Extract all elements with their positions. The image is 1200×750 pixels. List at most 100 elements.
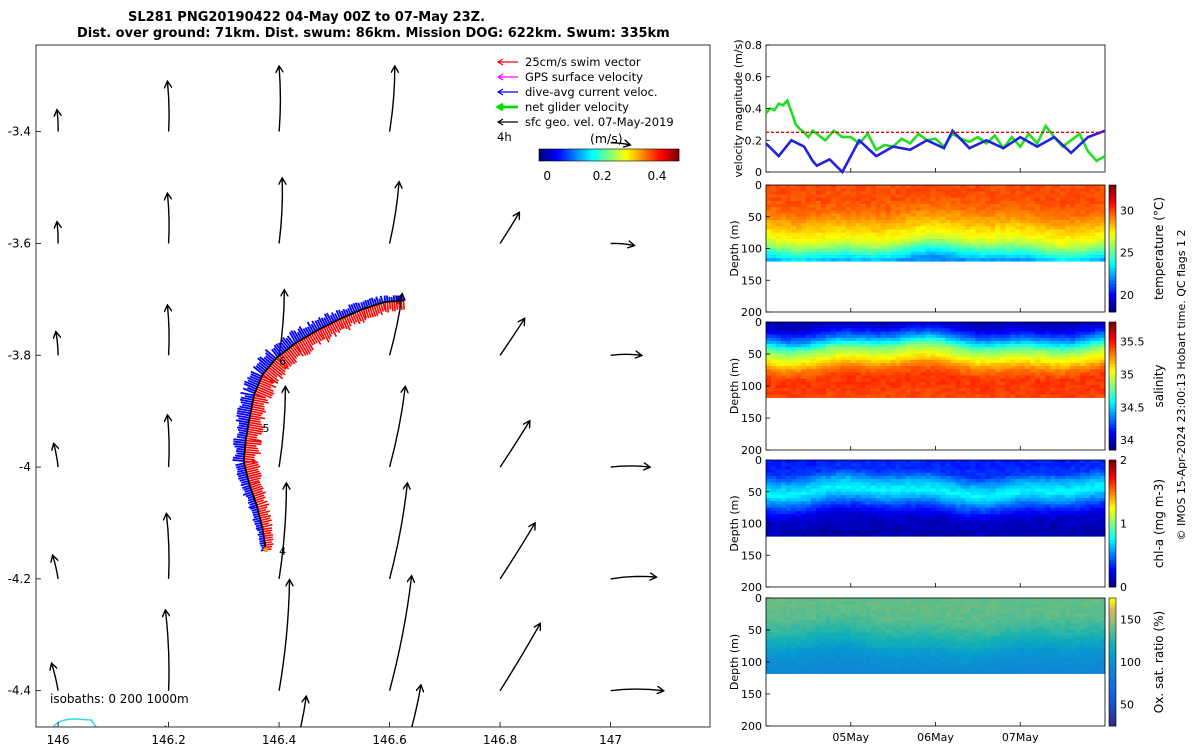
section-colorbar-cell-1-2 [1109, 440, 1116, 444]
section-cell-0-26-15 [895, 232, 902, 237]
section-cell-1-56-3 [1045, 331, 1051, 335]
section-cell-1-44-2 [985, 328, 991, 332]
section-cell-1-41-7 [970, 344, 976, 348]
section-cell-1-58-10 [1055, 353, 1061, 358]
section-cell-0-11-17 [820, 238, 827, 243]
section-cell-0-13-18 [830, 242, 837, 246]
section-cell-2-41-23 [970, 533, 976, 537]
section-cell-0-65-5 [1090, 200, 1096, 205]
section-cell-2-13-20 [830, 523, 837, 528]
swim-vector-50 [245, 437, 262, 442]
section-cell-2-10-20 [815, 523, 822, 528]
section-cell-1-67-9 [1100, 350, 1106, 354]
section-cell-2-39-14 [960, 504, 966, 509]
section-cell-2-29-4 [910, 472, 916, 477]
section-cell-2-3-15 [780, 507, 787, 512]
section-cell-1-27-14 [900, 366, 906, 370]
section-cell-0-39-21 [960, 251, 966, 256]
section-cell-1-50-22 [1015, 391, 1021, 395]
section-cell-0-46-15 [995, 232, 1001, 237]
section-cell-0-2-21 [775, 251, 782, 256]
section-cell-0-29-1 [910, 188, 916, 192]
section-cell-1-57-18 [1050, 378, 1056, 383]
swim-vector-32 [247, 474, 262, 480]
section-cell-0-38-6 [955, 204, 961, 208]
section-colorbar-cell-1-20 [1109, 382, 1116, 387]
section-cell-1-52-3 [1025, 331, 1031, 335]
section-cell-1-35-1 [940, 325, 946, 329]
section-cell-1-61-10 [1070, 353, 1076, 358]
section-cell-2-4-7 [785, 482, 792, 486]
section-cell-0-11-8 [820, 210, 827, 214]
section-cell-0-52-3 [1025, 194, 1031, 199]
section-cell-0-14-22 [835, 254, 842, 259]
section-cell-2-46-14 [995, 504, 1001, 509]
section-colorbar-cell-1-0 [1109, 446, 1116, 451]
section-cell-1-19-17 [860, 375, 867, 380]
current-vector-84 [259, 356, 271, 367]
section-cell-1-66-6 [1095, 340, 1101, 345]
section-cell-1-41-5 [970, 337, 976, 342]
colorbar-cell-58 [655, 149, 658, 161]
section-cell-1-43-20 [980, 384, 986, 389]
section-cell-0-8-6 [805, 204, 812, 208]
section-cell-0-34-11 [935, 219, 941, 224]
section-cell-1-5-22 [790, 391, 797, 395]
section-cell-1-58-7 [1055, 344, 1061, 348]
section-cell-0-46-19 [995, 245, 1001, 249]
section-cell-1-64-16 [1085, 372, 1091, 376]
geo-vector-27 [499, 524, 534, 580]
section-cell-2-24-14 [885, 504, 892, 509]
section-cell-2-36-13 [945, 501, 951, 505]
section-cell-2-28-2 [905, 466, 911, 470]
section-cell-0-36-11 [945, 219, 951, 224]
section-cell-1-48-8 [1005, 347, 1011, 351]
section-cell-2-7-18 [800, 517, 807, 521]
section-cell-2-13-14 [830, 504, 837, 509]
section-cell-2-41-10 [970, 491, 976, 496]
section-cell-2-27-20 [900, 523, 906, 528]
section-cell-0-35-7 [940, 207, 946, 211]
section-cell-1-47-11 [1000, 356, 1006, 361]
section-cell-1-57-17 [1050, 375, 1056, 380]
section-cell-1-26-20 [895, 384, 902, 389]
section-cell-2-11-23 [820, 533, 827, 537]
section-cell-1-48-10 [1005, 353, 1011, 358]
section-cell-0-62-4 [1075, 197, 1081, 202]
section-cell-2-45-2 [990, 466, 996, 470]
section-cell-1-59-0 [1060, 322, 1066, 326]
section-cell-2-20-18 [865, 517, 872, 521]
section-cell-0-13-1 [830, 188, 837, 192]
section-cell-0-39-0 [960, 185, 966, 189]
section-cell-0-10-6 [815, 204, 822, 208]
section-cell-0-1-3 [770, 194, 777, 199]
section-cell-0-26-11 [895, 219, 902, 224]
section-cell-0-62-5 [1075, 200, 1081, 205]
section-cell-1-33-0 [930, 322, 936, 326]
section-cell-0-63-17 [1080, 238, 1086, 243]
section-cell-0-18-7 [855, 207, 862, 211]
section-cell-0-15-1 [840, 188, 847, 192]
section-cell-1-54-4 [1035, 334, 1041, 339]
section-cell-2-18-15 [855, 507, 862, 512]
section-cell-1-41-16 [970, 372, 976, 376]
section-cell-0-10-2 [815, 191, 822, 195]
section-cell-1-53-17 [1030, 375, 1036, 380]
section-cell-0-26-8 [895, 210, 902, 214]
section-cell-1-47-10 [1000, 353, 1006, 358]
section-cell-1-21-12 [870, 359, 877, 364]
current-vector-50 [236, 435, 247, 440]
section-cell-2-26-20 [895, 523, 902, 528]
section-cell-0-48-22 [1005, 254, 1011, 259]
section-cell-0-35-9 [940, 213, 946, 218]
colorbar-cell-44 [627, 149, 630, 161]
section-cell-2-28-21 [905, 526, 911, 531]
section-cell-1-37-7 [950, 344, 956, 348]
section-cell-0-10-19 [815, 245, 822, 249]
section-cell-0-27-1 [900, 188, 906, 192]
section-cell-2-14-20 [835, 523, 842, 528]
section-cell-1-58-13 [1055, 362, 1061, 367]
section-cell-1-13-0 [830, 322, 837, 326]
section-cell-2-42-18 [975, 517, 981, 521]
section-cell-1-45-2 [990, 328, 996, 332]
